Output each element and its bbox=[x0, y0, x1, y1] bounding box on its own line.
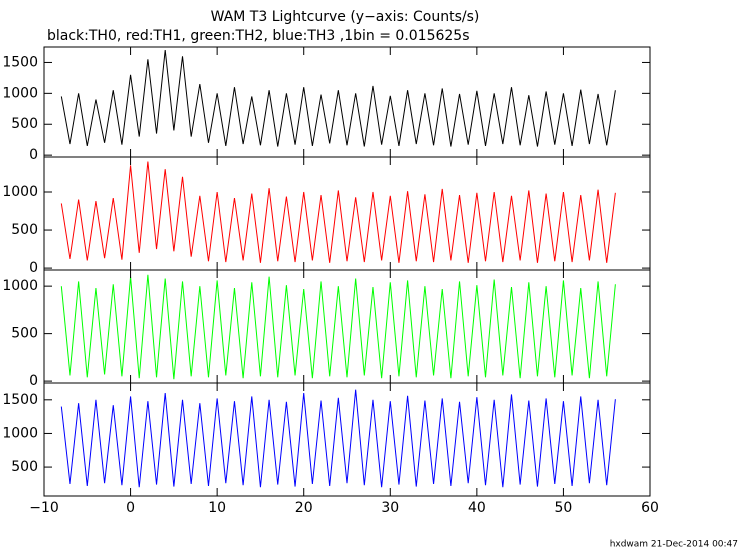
y-tick-label: 1000 bbox=[2, 184, 38, 200]
y-tick-label: 0 bbox=[29, 147, 38, 163]
x-tick-label: 40 bbox=[468, 500, 486, 516]
x-tick-label: 60 bbox=[641, 500, 659, 516]
footer: hxdwam 21-Dec-2014 00:47 bbox=[610, 540, 738, 549]
chart-title: WAM T3 Lightcurve (y−axis: Counts/s) bbox=[211, 9, 480, 25]
panel-frame bbox=[43, 382, 651, 497]
y-tick-label: 0 bbox=[29, 373, 38, 389]
y-tick-label: 500 bbox=[11, 116, 38, 132]
x-tick-label: 30 bbox=[381, 500, 399, 516]
lightcurve bbox=[60, 389, 616, 488]
y-tick-label: 500 bbox=[11, 222, 38, 238]
y-tick-label: 1500 bbox=[2, 392, 38, 408]
x-tick-label: 50 bbox=[555, 500, 573, 516]
lightcurve bbox=[60, 50, 616, 147]
y-tick-label: 500 bbox=[11, 459, 38, 475]
x-tick-label: 0 bbox=[126, 500, 135, 516]
y-tick-label: 500 bbox=[11, 326, 38, 342]
x-tick-label: 10 bbox=[208, 500, 226, 516]
y-tick-label: 1000 bbox=[2, 278, 38, 294]
chart-subtitle: black:TH0, red:TH1, green:TH2, blue:TH3 … bbox=[47, 28, 470, 44]
y-tick-label: 1000 bbox=[2, 425, 38, 441]
lightcurve bbox=[60, 161, 616, 263]
panel-frame bbox=[43, 46, 651, 158]
y-tick-label: 1000 bbox=[2, 85, 38, 101]
x-tick-label: −10 bbox=[29, 500, 59, 516]
x-tick-label: 20 bbox=[295, 500, 313, 516]
lightcurve bbox=[60, 274, 616, 380]
y-tick-label: 0 bbox=[29, 260, 38, 276]
y-tick-label: 1500 bbox=[2, 54, 38, 70]
